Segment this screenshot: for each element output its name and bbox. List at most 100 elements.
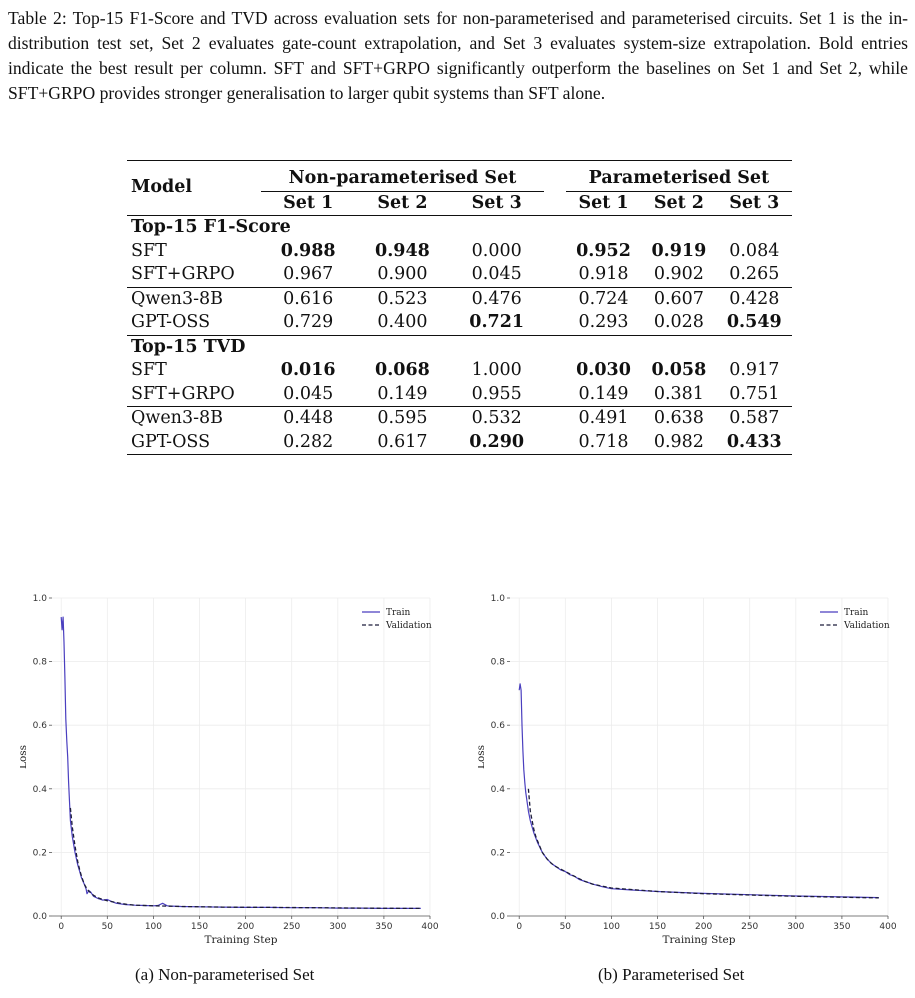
y-tick-label: 1.0 xyxy=(33,594,48,604)
table-row: SFT 0.016 0.068 1.000 0.030 0.058 0.917 xyxy=(127,359,792,383)
set-header: Set 2 xyxy=(355,190,450,216)
value-cell: 0.448 xyxy=(283,408,334,428)
value-cell: 0.030 xyxy=(576,360,631,380)
loss-chart-param: 0 50 100 150 200 250 300 350 400 0.0 0.2 0.4 0.6 0.8 1… xyxy=(478,588,898,958)
series-line-train xyxy=(518,683,879,899)
y-tick-label: 0.6 xyxy=(491,721,506,731)
set-header: Set 1 xyxy=(261,190,356,216)
value-cell: 0.955 xyxy=(471,383,522,404)
x-tick-label: 400 xyxy=(421,922,438,932)
value-cell: 0.523 xyxy=(377,288,428,309)
x-tick-label: 50 xyxy=(102,922,114,932)
value-cell: 0.045 xyxy=(283,383,334,404)
section-header-row: Top-15 F1-Score xyxy=(127,215,792,240)
value-cell: 0.293 xyxy=(578,312,629,332)
y-tick-label: 1.0 xyxy=(491,594,506,604)
x-tick-label: 200 xyxy=(237,922,254,932)
x-tick-label: 300 xyxy=(329,922,346,932)
y-tick-label: 0.8 xyxy=(33,658,48,668)
value-cell: 0.149 xyxy=(377,383,428,404)
loss-chart-svg: 0 50 100 150 200 250 300 350 400 0.0 0.2 0.4 0.6 0.8 1… xyxy=(20,594,439,946)
value-cell: 0.265 xyxy=(729,264,780,284)
value-cell: 0.638 xyxy=(653,408,704,428)
value-cell: 0.718 xyxy=(578,431,629,452)
model-name-cell: SFT+GRPO xyxy=(131,383,235,404)
value-cell: 0.729 xyxy=(283,312,334,332)
y-axis-label: Loss xyxy=(478,745,487,769)
set-header: Set 3 xyxy=(716,190,792,216)
legend-label: Train xyxy=(386,608,411,618)
model-name-cell: SFT+GRPO xyxy=(131,264,235,284)
results-table-container: Model Non-parameterised Set Parameterise… xyxy=(127,160,792,455)
y-tick-label: 0.4 xyxy=(491,785,506,795)
x-tick-label: 400 xyxy=(879,922,896,932)
value-cell: 0.381 xyxy=(653,383,704,404)
value-cell: 0.982 xyxy=(653,431,704,452)
x-tick-label: 200 xyxy=(695,922,712,932)
group-header-nonparam: Non-parameterised Set xyxy=(288,168,517,188)
value-cell: 1.000 xyxy=(471,360,522,380)
value-cell: 0.428 xyxy=(729,288,780,309)
loss-chart-svg: 0 50 100 150 200 250 300 350 400 0.0 0.2 0.4 0.6 0.8 1… xyxy=(478,594,897,946)
x-tick-label: 350 xyxy=(375,922,392,932)
y-tick-label: 0.2 xyxy=(33,848,47,858)
y-tick-label: 0.0 xyxy=(491,912,506,922)
value-cell: 0.068 xyxy=(375,360,430,380)
y-axis-label: Loss xyxy=(20,745,29,769)
value-cell: 0.900 xyxy=(377,264,428,284)
x-tick-label: 0 xyxy=(58,922,64,932)
y-tick-label: 0.8 xyxy=(491,658,506,668)
x-axis-label: Training Step xyxy=(205,934,278,946)
value-cell: 0.617 xyxy=(377,431,428,452)
value-cell: 0.149 xyxy=(578,383,629,404)
value-cell: 0.751 xyxy=(729,383,780,404)
model-name-cell: GPT-OSS xyxy=(131,431,211,452)
value-cell: 0.917 xyxy=(729,360,780,380)
series-line-validation xyxy=(527,788,879,899)
series-line-train xyxy=(60,616,421,909)
table-row: GPT-OSS 0.729 0.400 0.721 0.293 0.028 0.549 xyxy=(127,311,792,335)
table-row: Qwen3-8B 0.616 0.523 0.476 0.724 0.607 0.428 xyxy=(127,287,792,311)
x-tick-label: 150 xyxy=(649,922,666,932)
subfigure-caption-b: (b) Parameterised Set xyxy=(598,965,745,984)
value-cell: 0.282 xyxy=(283,431,334,452)
value-cell: 0.532 xyxy=(471,408,522,428)
value-cell: 0.058 xyxy=(651,360,707,380)
set-header: Set 2 xyxy=(641,190,717,216)
legend-label: Validation xyxy=(843,621,890,631)
value-cell: 0.952 xyxy=(576,240,631,261)
value-cell: 0.595 xyxy=(377,408,428,428)
model-name-cell: Qwen3-8B xyxy=(131,408,223,428)
loss-chart-nonparam: 0 50 100 150 200 250 300 350 400 0.0 0.2 0.4 0.6 0.8 1… xyxy=(20,588,440,958)
value-cell: 0.491 xyxy=(578,408,629,428)
section-header-row: Top-15 TVD xyxy=(127,335,792,359)
set-header: Set 1 xyxy=(565,190,642,216)
section-title: Top-15 TVD xyxy=(131,336,246,357)
model-name-cell: Qwen3-8B xyxy=(131,288,223,309)
value-cell: 0.016 xyxy=(280,360,336,380)
value-cell: 0.918 xyxy=(578,264,629,284)
results-table-body: Top-15 F1-Score SFT 0.988 0.948 0.000 0.952 0.… xyxy=(127,215,792,455)
x-axis-label: Training Step xyxy=(663,934,736,946)
model-name-cell: GPT-OSS xyxy=(131,312,211,332)
x-tick-label: 50 xyxy=(560,922,572,932)
y-tick-label: 0.2 xyxy=(491,848,505,858)
section-title: Top-15 F1-Score xyxy=(131,217,291,237)
value-cell: 0.045 xyxy=(471,264,522,284)
model-name-cell: SFT xyxy=(131,240,167,261)
value-cell: 0.433 xyxy=(726,431,782,452)
x-tick-label: 300 xyxy=(787,922,804,932)
value-cell: 0.000 xyxy=(471,240,522,261)
table-row: SFT+GRPO 0.967 0.900 0.045 0.918 0.902 0.265 xyxy=(127,263,792,287)
y-tick-label: 0.0 xyxy=(33,912,48,922)
value-cell: 0.948 xyxy=(375,240,430,261)
value-cell: 0.988 xyxy=(280,240,336,261)
model-header: Model xyxy=(131,177,193,198)
x-tick-label: 250 xyxy=(283,922,300,932)
value-cell: 0.607 xyxy=(653,288,704,309)
value-cell: 0.724 xyxy=(578,288,629,309)
value-cell: 0.919 xyxy=(651,240,707,261)
table-row: GPT-OSS 0.282 0.617 0.290 0.718 0.982 0.433 xyxy=(127,431,792,455)
series-line-validation xyxy=(69,807,421,910)
group-header-param: Parameterised Set xyxy=(588,168,770,188)
